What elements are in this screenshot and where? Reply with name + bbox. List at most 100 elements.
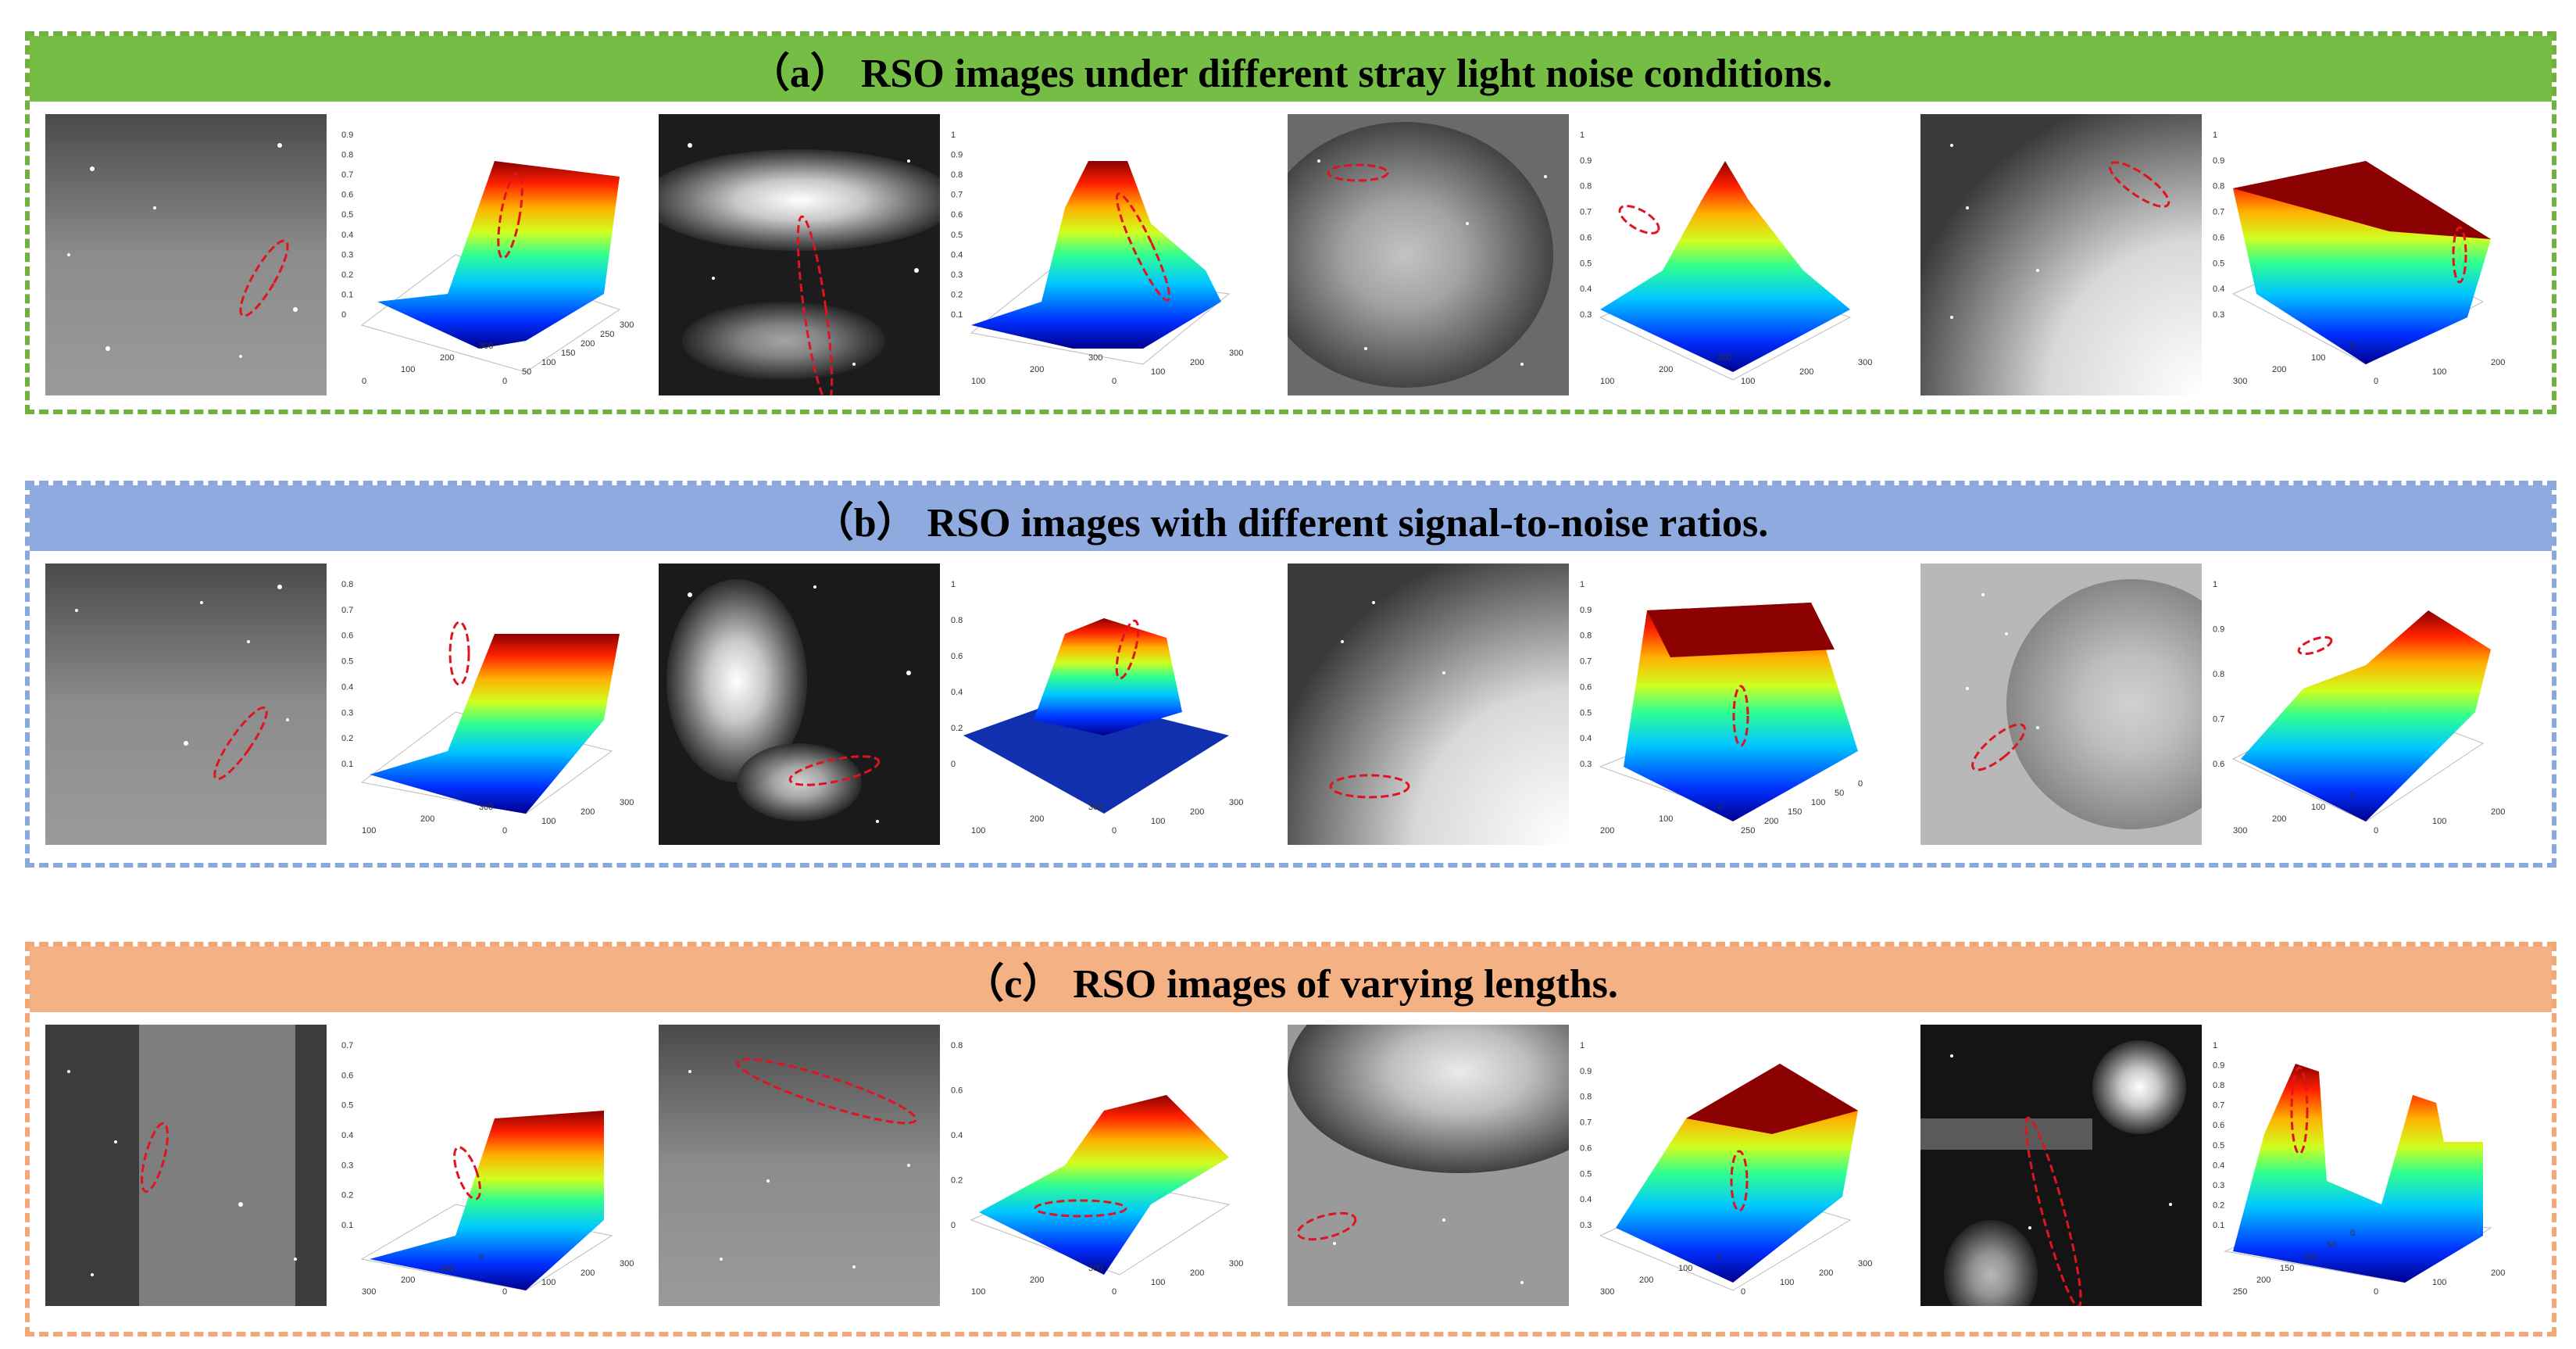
section-c: （c） RSO images of varying lengths. 0.7 0.…	[25, 942, 2556, 1336]
y-tick-label: 150	[561, 349, 575, 358]
z-tick-label: 0.3	[341, 1161, 353, 1170]
y-tick-label: 100	[1741, 377, 1755, 386]
z-tick-label: 0.7	[341, 606, 353, 615]
y-tick-label: 250	[1741, 826, 1755, 836]
z-tick-label: 1	[951, 131, 956, 140]
z-tick-label: 0.7	[951, 191, 963, 200]
section-b: （b） RSO images with different signal-to-…	[25, 481, 2556, 868]
z-tick-label: 0.9	[1580, 606, 1592, 615]
x-tick-label: 100	[440, 1264, 454, 1273]
x-tick-label: 200	[1659, 365, 1673, 374]
intensity-surface-plot: 0.8 0.6 0.4 0.2 0 100 200 300 0 100 200 300	[948, 1025, 1245, 1314]
z-tick-label: 0	[951, 1221, 956, 1230]
x-tick-label: 100	[971, 377, 985, 386]
x-tick-label: 200	[2256, 1276, 2271, 1285]
z-tick-label: 0.1	[2213, 1221, 2224, 1230]
x-tick-label: 100	[971, 1287, 985, 1297]
z-tick-label: 0.2	[341, 270, 353, 280]
rso-image	[1288, 114, 1569, 395]
rso-image	[45, 1025, 327, 1306]
section-c-row: 0.7 0.6 0.5 0.4 0.3 0.2 0.1 300 200 100 0 0 100 200 30…	[30, 1025, 2552, 1314]
x-tick-label: 300	[1717, 353, 1731, 363]
y-tick-label: 100	[1811, 798, 1825, 807]
z-tick-label: 0.6	[2213, 233, 2224, 242]
z-tick-label: 0.2	[951, 1176, 963, 1186]
z-tick-label: 0.1	[951, 310, 963, 320]
z-tick-label: 0.8	[2213, 670, 2224, 679]
y-tick-label: 50	[1835, 789, 1844, 798]
z-tick-label: 0.8	[951, 616, 963, 625]
y-tick-label: 150	[1788, 807, 1802, 817]
z-tick-label: 0.4	[341, 1131, 353, 1140]
z-tick-label: 0.5	[1580, 708, 1592, 717]
x-tick-label: 0	[2350, 1229, 2355, 1238]
intensity-surface-plot: 0.8 0.7 0.6 0.5 0.4 0.3 0.2 0.1 100 200 300 0 100 200…	[338, 564, 635, 853]
rso-image	[1920, 564, 2202, 845]
z-tick-label: 1	[2213, 1041, 2217, 1050]
z-tick-label: 0.6	[1580, 682, 1592, 692]
section-b-title: （b） RSO images with different signal-to-…	[30, 485, 2552, 551]
x-tick-label: 300	[2233, 377, 2247, 386]
y-tick-label: 100	[1780, 1278, 1794, 1287]
z-tick-label: 0.6	[2213, 1121, 2224, 1130]
y-tick-label: 300	[1229, 798, 1243, 807]
y-tick-label: 200	[581, 339, 595, 349]
z-tick-label: 0.2	[341, 734, 353, 743]
z-tick-label: 0.3	[341, 708, 353, 717]
x-tick-label: 0	[1717, 1252, 1722, 1261]
z-tick-label: 0.2	[2213, 1201, 2224, 1210]
z-tick-label: 0.6	[951, 652, 963, 661]
y-tick-label: 0	[1112, 826, 1117, 836]
rso-image	[1288, 1025, 1569, 1306]
y-tick-label: 300	[1858, 1259, 1872, 1268]
z-tick-label: 0.3	[1580, 310, 1592, 320]
z-tick-label: 0.3	[1580, 1221, 1592, 1230]
x-tick-label: 300	[2233, 826, 2247, 836]
x-tick-label: 200	[2272, 814, 2286, 824]
x-tick-label: 0	[479, 1252, 484, 1261]
x-tick-label: 0	[2350, 791, 2355, 800]
x-tick-label: 100	[2311, 803, 2325, 812]
z-tick-label: 0	[951, 760, 956, 769]
z-tick-label: 1	[1580, 580, 1585, 589]
section-b-row: 0.8 0.7 0.6 0.5 0.4 0.3 0.2 0.1 100 200 300 0 100 200…	[30, 564, 2552, 853]
z-tick-label: 0.6	[341, 1071, 353, 1080]
y-tick-label: 200	[1190, 1268, 1204, 1278]
y-tick-label: 300	[620, 320, 634, 330]
y-tick-label: 100	[1151, 367, 1165, 377]
z-tick-label: 0.6	[951, 1086, 963, 1096]
z-tick-label: 0.9	[2213, 1061, 2224, 1071]
z-tick-label: 1	[1580, 131, 1585, 140]
x-tick-label: 200	[1639, 1276, 1653, 1285]
z-tick-label: 0.7	[341, 1041, 353, 1050]
x-tick-label: 200	[1030, 1276, 1044, 1285]
z-tick-label: 0.9	[341, 131, 353, 140]
z-tick-label: 0.4	[1580, 1195, 1592, 1204]
z-tick-label: 0.5	[341, 657, 353, 667]
z-tick-label: 0.2	[951, 290, 963, 299]
z-tick-label: 0.3	[1580, 760, 1592, 769]
z-tick-label: 0.5	[341, 1101, 353, 1111]
intensity-surface-plot: 1 0.9 0.8 0.7 0.6 0.5 0.4 0.3 300 200 100 0 0 100 200	[2210, 114, 2506, 403]
rso-image	[659, 114, 940, 395]
z-tick-label: 0.9	[2213, 625, 2224, 635]
y-tick-label: 200	[1764, 817, 1778, 826]
y-tick-label: 250	[600, 330, 614, 339]
y-tick-label: 0	[502, 1287, 507, 1297]
y-tick-label: 200	[2491, 807, 2505, 817]
x-tick-label: 0	[2350, 342, 2355, 351]
z-tick-label: 0.8	[951, 170, 963, 180]
z-tick-label: 0.9	[2213, 156, 2224, 166]
rso-image	[1920, 114, 2202, 395]
y-tick-label: 200	[1799, 367, 1813, 377]
rso-image	[1920, 1025, 2202, 1306]
rso-image	[659, 564, 940, 845]
z-tick-label: 0.6	[341, 632, 353, 641]
x-tick-label: 200	[1030, 365, 1044, 374]
z-tick-label: 0.4	[2213, 284, 2224, 294]
y-tick-label: 0	[502, 377, 507, 386]
z-tick-label: 1	[2213, 580, 2217, 589]
y-tick-label: 0	[2374, 377, 2378, 386]
y-tick-label: 200	[581, 807, 595, 817]
z-tick-label: 0.5	[2213, 1141, 2224, 1150]
